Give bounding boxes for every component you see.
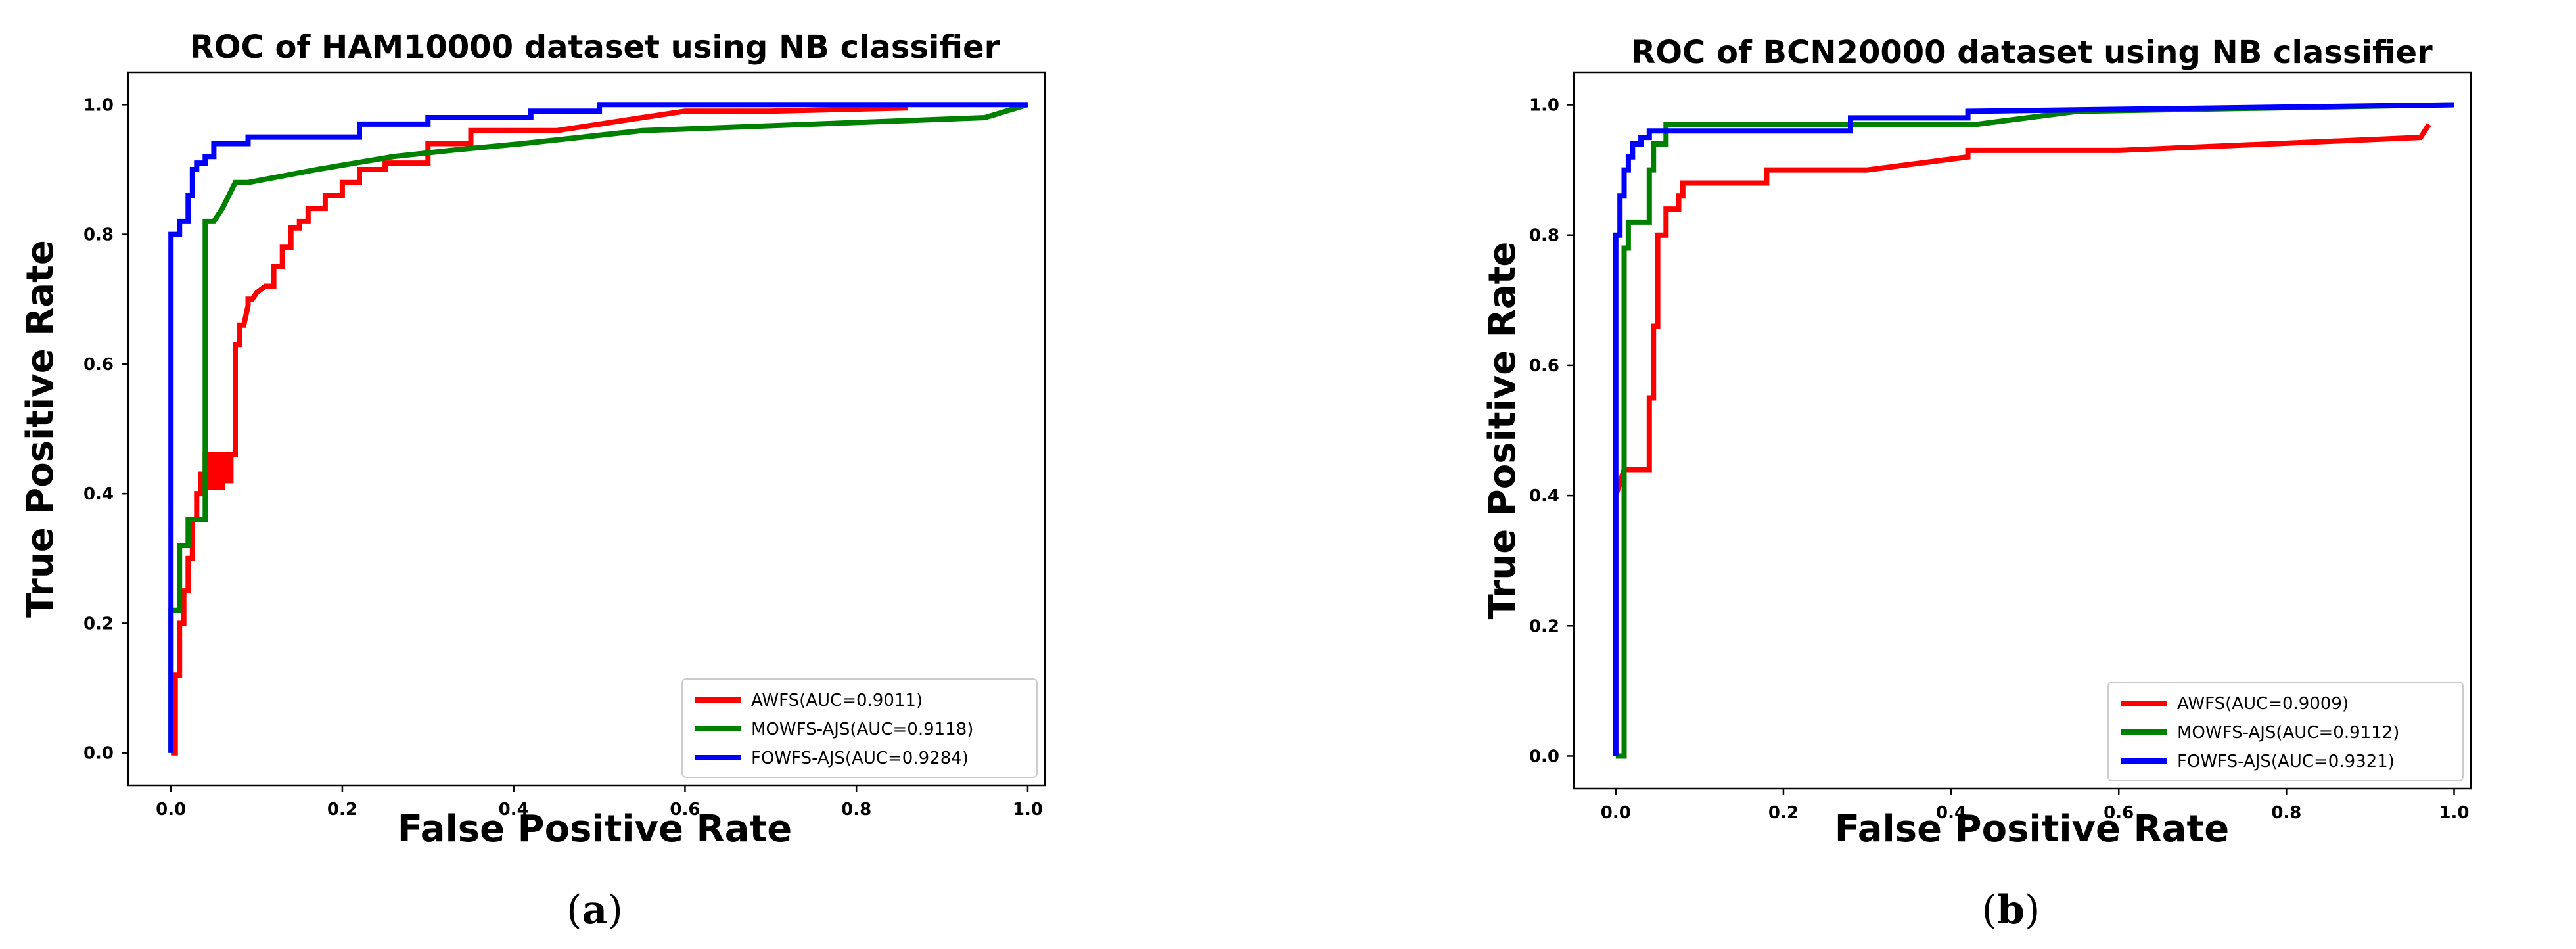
x-tick-label: 0.6 [2104, 803, 2134, 823]
series-line-0 [1613, 123, 2431, 756]
caption-letter: a [582, 887, 608, 933]
y-tick-label: 0.8 [83, 225, 114, 245]
legend-entry: MOWFS-AJS(AUC=0.9118) [751, 720, 973, 739]
y-tick-label: 0.8 [1529, 226, 1559, 246]
subfigure-caption: (a) [566, 887, 623, 933]
y-tick-label: 0.4 [83, 484, 114, 504]
series-line-2 [168, 102, 1028, 753]
series-line-1 [168, 102, 1029, 753]
legend-entry: AWFS(AUC=0.9009) [2177, 694, 2349, 714]
subfigure-caption: (b) [1982, 887, 2040, 933]
x-tick-label: 1.0 [1013, 800, 1043, 820]
x-tick-label: 1.0 [2439, 803, 2469, 823]
x-tick-label: 0.8 [841, 800, 871, 820]
y-axis-label: True Positive Rate [1481, 242, 1524, 620]
legend-box [681, 678, 1038, 778]
legend: AWFS(AUC=0.9009) MOWFS-AJS(AUC=0.9112) FOW… [2107, 682, 2464, 781]
series-line-2 [1613, 102, 2454, 756]
y-tick-label: 0.2 [1529, 616, 1559, 636]
y-tick-label: 0.6 [83, 355, 114, 375]
caption-open: ( [566, 887, 582, 933]
y-axis-label: True Positive Rate [19, 240, 62, 618]
series-line-0 [171, 105, 908, 756]
x-tick-label: 0.2 [1768, 803, 1799, 823]
y-tick-label: 0.6 [1529, 356, 1559, 376]
legend-entry: AWFS(AUC=0.9011) [751, 691, 923, 710]
caption-close: ) [607, 887, 622, 933]
legend-box [2107, 682, 2464, 781]
x-tick-label: 0.8 [2271, 803, 2301, 823]
series-line-1 [1615, 102, 2454, 759]
chart-1: ROC of BCN20000 dataset using NB classif… [1481, 34, 2472, 933]
plot-frame [1573, 71, 2472, 790]
y-tick-label: 1.0 [1529, 96, 1559, 116]
caption-letter: b [1997, 887, 2025, 933]
x-tick-label: 0.0 [1601, 803, 1631, 823]
plot-frame [127, 71, 1046, 787]
x-tick-label: 0.4 [1936, 803, 1966, 823]
chart-title: ROC of BCN20000 dataset using NB classif… [1631, 34, 2433, 71]
x-tick-label: 0.6 [670, 800, 700, 820]
legend-entry: FOWFS-AJS(AUC=0.9321) [2177, 752, 2395, 772]
x-axis-label: False Positive Rate [1835, 808, 2229, 850]
y-tick-label: 0.4 [1529, 486, 1559, 506]
x-tick-label: 0.0 [156, 800, 186, 820]
x-axis-label: False Positive Rate [398, 808, 792, 850]
legend: AWFS(AUC=0.9011) MOWFS-AJS(AUC=0.9118) FOW… [681, 678, 1038, 778]
x-tick-label: 0.2 [327, 800, 357, 820]
y-tick-label: 0.2 [83, 614, 114, 634]
chart-0: ROC of HAM10000 dataset using NB classif… [19, 29, 1046, 933]
caption-open: ( [1982, 887, 1997, 933]
y-tick-label: 1.0 [83, 95, 114, 115]
caption-close: ) [2025, 887, 2040, 933]
legend-entry: FOWFS-AJS(AUC=0.9284) [751, 749, 969, 768]
y-tick-label: 0.0 [1529, 747, 1559, 766]
y-tick-label: 0.0 [83, 744, 114, 764]
legend-entry: MOWFS-AJS(AUC=0.9112) [2177, 723, 2399, 743]
chart-title: ROC of HAM10000 dataset using NB classif… [190, 29, 1000, 66]
x-tick-label: 0.4 [499, 800, 529, 820]
